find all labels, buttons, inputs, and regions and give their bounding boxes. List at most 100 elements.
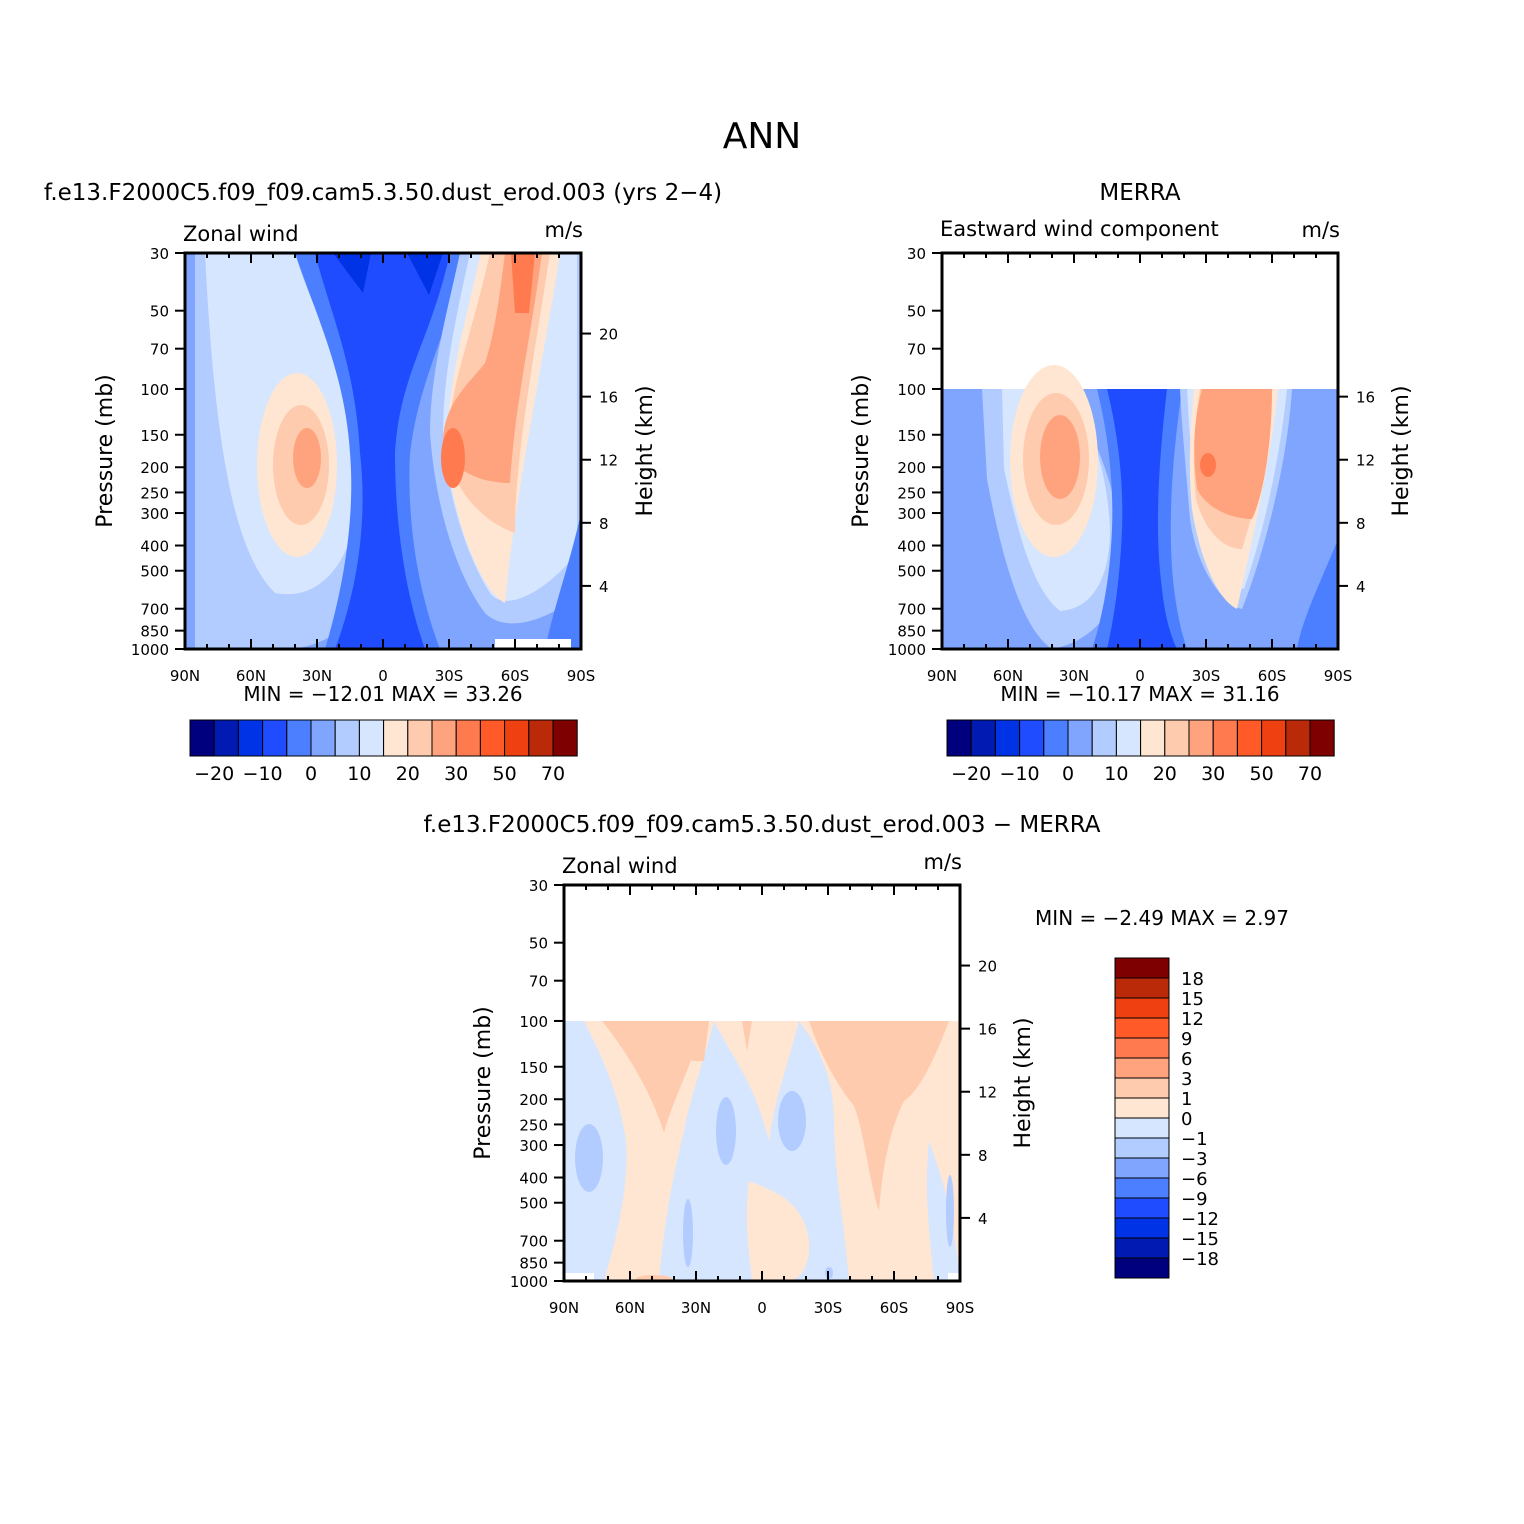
colorbar-swatch (1261, 719, 1287, 757)
colorbar-swatch (383, 719, 409, 757)
colorbar-swatch (946, 719, 972, 757)
colorbar-label: 30 (444, 763, 468, 785)
panel-obs-stats: MIN = −10.17 MAX = 31.16 (1000, 682, 1279, 706)
colorbar-label: −20 (194, 763, 234, 785)
pressure-tick-label: 200 (140, 459, 169, 477)
pressure-tick-label: 400 (897, 538, 926, 556)
colorbar-label: 0 (1062, 763, 1074, 785)
colorbar-swatch (1114, 1017, 1170, 1039)
lat-tick-label: 90N (549, 1299, 579, 1317)
panel-obs: MERRA Eastward wind component m/s (849, 180, 1414, 785)
lat-tick-label: 0 (757, 1299, 767, 1317)
colorbar-label: 0 (305, 763, 317, 785)
colorbar-swatch (1236, 719, 1263, 757)
colorbar-label: −10 (243, 763, 283, 785)
panel-obs-axes: 30 50 70 100 150 200 250 300 400 500 700 850100090N… (888, 245, 1375, 685)
colorbar-swatch (1114, 1197, 1170, 1219)
height-tick-label: 4 (599, 578, 609, 596)
panel-model-variable-label: Zonal wind (183, 222, 299, 246)
lat-tick-label: 30N (302, 667, 332, 685)
panel-model-ylabel: Pressure (mb) (93, 374, 118, 528)
colorbar-swatch (552, 719, 578, 757)
lat-tick-label: 90S (1324, 667, 1353, 685)
height-tick-label: 8 (978, 1147, 988, 1165)
colorbar-swatch (479, 719, 506, 757)
pressure-tick-label: 70 (907, 341, 926, 359)
colorbar-swatch (1164, 719, 1190, 757)
figure-title: ANN (723, 116, 802, 157)
pressure-tick-label: 200 (519, 1091, 548, 1109)
pressure-tick-label: 150 (897, 427, 926, 445)
contour-fill (1200, 453, 1216, 477)
lat-tick-label: 60N (993, 667, 1023, 685)
contour-fill (778, 1091, 806, 1151)
colorbar-label: −20 (951, 763, 991, 785)
pressure-tick-label: 700 (140, 601, 169, 619)
lat-tick-label: 60S (1258, 667, 1287, 685)
pressure-tick-label: 100 (140, 381, 169, 399)
colorbar-label: 6 (1181, 1049, 1192, 1070)
panel-model-case-title: f.e13.F2000C5.f09_f09.cam5.3.50.dust_ero… (44, 180, 722, 206)
height-tick-label: 16 (1356, 389, 1375, 407)
lat-tick-label: 60S (880, 1299, 909, 1317)
colorbar-swatch (1043, 719, 1069, 757)
panel-diff-y2label: Height (km) (1011, 1017, 1036, 1148)
colorbar-label: 15 (1181, 989, 1204, 1010)
contour-missing-area (564, 1273, 594, 1281)
height-tick-label: 8 (599, 515, 609, 533)
lat-tick-label: 0 (1135, 667, 1145, 685)
colorbar-label: −18 (1181, 1249, 1219, 1270)
contour-fill (545, 513, 581, 649)
colorbar-swatch (1114, 1077, 1170, 1099)
height-tick-label: 12 (1356, 452, 1375, 470)
pressure-tick-label: 250 (897, 484, 926, 502)
colorbar-swatch (1114, 1157, 1170, 1179)
pressure-tick-label: 700 (519, 1233, 548, 1251)
lat-tick-label: 90N (927, 667, 957, 685)
pressure-tick-label: 300 (140, 505, 169, 523)
height-tick-label: 16 (599, 389, 618, 407)
colorbar-swatch (994, 719, 1021, 757)
colorbar-swatch (310, 719, 336, 757)
colorbar-swatch (1114, 997, 1170, 1019)
colorbar-swatch (431, 719, 457, 757)
colorbar-swatch (1114, 1237, 1170, 1259)
pressure-tick-label: 850 (519, 1255, 548, 1273)
panel-obs-contours (942, 365, 1338, 649)
pressure-tick-label: 400 (519, 1170, 548, 1188)
colorbar-label: −3 (1181, 1149, 1208, 1170)
colorbar-swatch (1067, 719, 1093, 757)
contour-fill (575, 1124, 603, 1192)
panel-model-colorbar: −20 −10 0 10 20 30 50 70 (189, 719, 578, 785)
colorbar-swatch (455, 719, 481, 757)
height-tick-label: 20 (978, 958, 997, 976)
contour-fill (1297, 539, 1338, 649)
pressure-tick-label: 70 (529, 973, 548, 991)
colorbar-swatch (1212, 719, 1238, 757)
height-tick-label: 12 (978, 1084, 997, 1102)
lat-tick-label: 30S (814, 1299, 843, 1317)
colorbar-swatch (1309, 719, 1335, 757)
colorbar-swatch (358, 719, 385, 757)
colorbar-label: −1 (1181, 1129, 1208, 1150)
colorbar-swatch (262, 719, 288, 757)
panel-diff-variable-label: Zonal wind (562, 854, 678, 878)
colorbar-swatch (189, 719, 215, 757)
pressure-tick-label: 1000 (131, 641, 169, 659)
colorbar-label: −6 (1181, 1169, 1208, 1190)
colorbar-label: 1 (1181, 1089, 1192, 1110)
colorbar-swatch (1114, 1057, 1170, 1079)
contour-fill (584, 1021, 714, 1281)
lat-tick-label: 60N (236, 667, 266, 685)
pressure-tick-label: 70 (150, 341, 169, 359)
pressure-tick-label: 100 (897, 381, 926, 399)
contour-missing-area (495, 639, 571, 649)
pressure-tick-label: 300 (519, 1137, 548, 1155)
colorbar-swatch (286, 719, 312, 757)
colorbar-swatch (528, 719, 554, 757)
pressure-tick-label: 150 (140, 427, 169, 445)
lat-tick-label: 90S (946, 1299, 975, 1317)
pressure-tick-label: 500 (897, 563, 926, 581)
panel-obs-y2label: Height (km) (1389, 385, 1414, 516)
